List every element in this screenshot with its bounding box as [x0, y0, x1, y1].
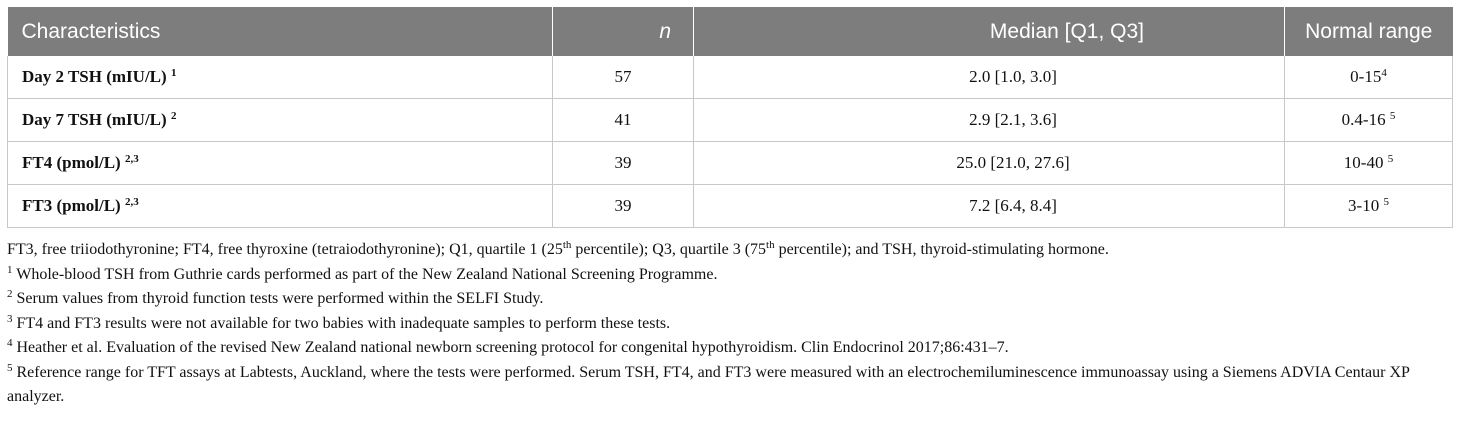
- header-row: Characteristics n Median [Q1, Q3] Normal…: [7, 7, 1453, 56]
- row-label-footnote: 2,3: [124, 196, 139, 208]
- footnote-mark: 3: [7, 312, 13, 325]
- row-range: 0.4-16 5: [1284, 98, 1453, 142]
- characteristics-table: Characteristics n Median [Q1, Q3] Normal…: [7, 7, 1453, 228]
- row-range-text: 0-15: [1350, 67, 1382, 86]
- table-row: FT4 (pmol/L) 2,3 39 25.0 [21.0, 27.6] 10…: [7, 141, 1453, 185]
- header-characteristics: Characteristics: [7, 7, 553, 56]
- footnote-text: Serum values from thyroid function tests…: [12, 290, 544, 307]
- footnote: 1 Whole-blood TSH from Guthrie cards per…: [7, 263, 1452, 288]
- footnote-text: FT4 and FT3 results were not available f…: [12, 314, 671, 332]
- table-notes: FT3, free triiodothyronine; FT4, free th…: [7, 238, 1452, 410]
- row-median: 25.0 [21.0, 27.6]: [693, 141, 1285, 185]
- footnote-mark: 2: [7, 288, 13, 300]
- footnote: 3 FT4 and FT3 results were not available…: [7, 312, 1452, 337]
- footnote: 4 Heather et al. Evaluation of the revis…: [7, 336, 1452, 361]
- row-n: 39: [552, 184, 694, 228]
- row-label-footnote: 2: [170, 110, 177, 122]
- row-range: 0-154: [1284, 56, 1453, 99]
- row-label-text: FT4 (pmol/L): [22, 153, 121, 172]
- row-range-footnote: 5: [1383, 196, 1389, 208]
- footnote: 5 Reference range for TFT assays at Labt…: [7, 361, 1452, 410]
- abbreviations-note: FT3, free triiodothyronine; FT4, free th…: [7, 238, 1452, 263]
- row-label-text: Day 7 TSH (mIU/L): [22, 110, 167, 129]
- row-range-footnote: 5: [1389, 110, 1396, 122]
- footnote-text: Reference range for TFT assays at Labtes…: [7, 363, 1410, 406]
- abbrev-text-3: percentile); and TSH, thyroid-stimulatin…: [774, 241, 1109, 258]
- abbrev-text-2: percentile); Q3, quartile 3 (75: [571, 241, 767, 258]
- footnote: 2 Serum values from thyroid function tes…: [7, 287, 1452, 312]
- row-label-text: Day 2 TSH (mIU/L): [22, 67, 167, 86]
- footnote-mark: 5: [7, 361, 13, 374]
- header-normal-range: Normal range: [1284, 7, 1453, 56]
- abbrev-sup-1: th: [562, 239, 572, 251]
- row-median: 2.9 [2.1, 3.6]: [693, 98, 1285, 142]
- row-label: Day 2 TSH (mIU/L) 1: [7, 56, 553, 99]
- row-median: 2.0 [1.0, 3.0]: [693, 56, 1285, 99]
- abbrev-text-1: FT3, free triiodothyronine; FT4, free th…: [7, 241, 563, 258]
- row-range-footnote: 4: [1381, 67, 1387, 79]
- table-row: Day 7 TSH (mIU/L) 2 41 2.9 [2.1, 3.6] 0.…: [7, 98, 1453, 142]
- table-body: Day 2 TSH (mIU/L) 1 57 2.0 [1.0, 3.0] 0-…: [7, 56, 1453, 228]
- row-label-text: FT3 (pmol/L): [22, 196, 121, 215]
- abbrev-sup-2: th: [766, 239, 775, 251]
- header-median: Median [Q1, Q3]: [693, 7, 1285, 56]
- row-range: 10-40 5: [1284, 141, 1453, 185]
- footnote-text: Whole-blood TSH from Guthrie cards perfo…: [12, 265, 718, 283]
- row-range: 3-10 5: [1284, 184, 1453, 228]
- row-n: 39: [552, 141, 694, 185]
- row-median: 7.2 [6.4, 8.4]: [693, 184, 1285, 228]
- table-header: Characteristics n Median [Q1, Q3] Normal…: [7, 7, 1453, 56]
- header-n: n: [552, 7, 694, 56]
- row-range-text: 3-10: [1348, 196, 1384, 215]
- row-range-text: 10-40: [1343, 153, 1388, 172]
- row-label-footnote: 1: [170, 67, 177, 79]
- footnote-text: Heather et al. Evaluation of the revised…: [12, 339, 1009, 356]
- table-row: Day 2 TSH (mIU/L) 1 57 2.0 [1.0, 3.0] 0-…: [7, 56, 1453, 99]
- table-row: FT3 (pmol/L) 2,3 39 7.2 [6.4, 8.4] 3-10 …: [7, 184, 1453, 228]
- row-label-footnote: 2,3: [124, 153, 139, 165]
- row-n: 57: [552, 56, 694, 99]
- row-range-footnote: 5: [1387, 153, 1394, 165]
- row-label: FT3 (pmol/L) 2,3: [7, 184, 553, 228]
- row-label: FT4 (pmol/L) 2,3: [7, 141, 553, 185]
- row-n: 41: [552, 98, 694, 142]
- row-label: Day 7 TSH (mIU/L) 2: [7, 98, 553, 142]
- row-range-text: 0.4-16: [1341, 110, 1390, 129]
- footnote-mark: 4: [7, 337, 13, 349]
- footnote-mark: 1: [7, 263, 13, 276]
- table-container: Characteristics n Median [Q1, Q3] Normal…: [7, 7, 1453, 410]
